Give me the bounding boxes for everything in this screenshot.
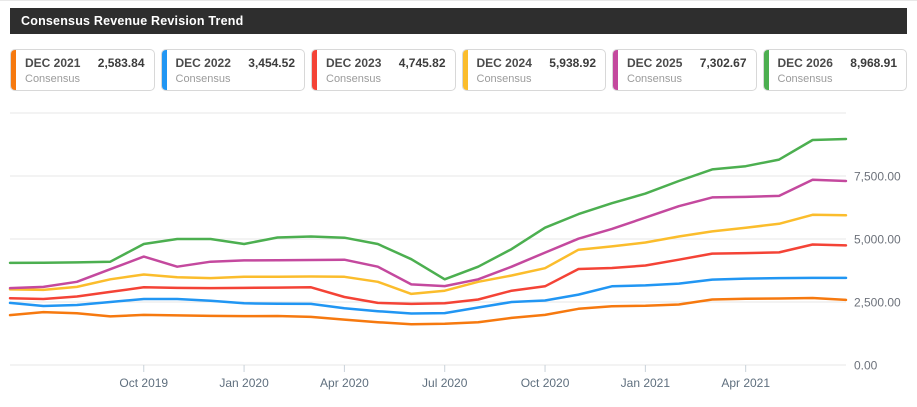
legend-period-label: DEC 2022 [175,56,231,70]
series-line-dec-2026-consensus [8,137,848,281]
x-axis-label: Jan 2021 [621,376,671,390]
series-color-bar [312,50,317,90]
legend-period-label: DEC 2025 [627,56,683,70]
y-axis-label: 0.00 [854,359,878,373]
y-axis-label: 2,500.00 [854,296,901,310]
legend-consensus-value: 8,968.91 [850,56,897,70]
legend-consensus-label: Consensus [777,73,833,85]
series-color-bar [11,50,16,90]
legend-consensus-value: 5,938.92 [549,56,596,70]
legend-consensus-value: 2,583.84 [97,56,145,70]
legend-period-label: DEC 2021 [25,56,81,70]
legend-consensus-label: Consensus [326,73,382,85]
legend-consensus-label: Consensus [175,73,231,85]
legend-consensus-value: 3,454.52 [248,56,295,70]
y-axis-label: 5,000.00 [854,233,901,247]
series-line-dec-2023-consensus [8,243,848,306]
revenue-revision-chart[interactable]: 0.00 2,500.00 5,000.00 7,500.00 Oct 2019 Jan … [0,101,917,407]
series-line-dec-2021-consensus [8,296,848,326]
legend-consensus-label: Consensus [476,73,532,85]
legend-card-dec-2026[interactable]: DEC 2026 8,968.91 Consensus [762,49,907,91]
x-axis-label: Jan 2020 [219,376,269,390]
legend-card-dec-2021[interactable]: DEC 2021 2,583.84 Consensus [10,49,155,91]
series-line-dec-2022-consensus [8,276,848,315]
chart-title-bar: Consensus Revenue Revision Trend [10,8,907,34]
series-color-bar [161,50,167,90]
legend-consensus-label: Consensus [25,73,81,85]
revenue-chart-canvas[interactable]: 0.00 2,500.00 5,000.00 7,500.00 Oct 2019 Jan … [0,101,917,407]
legend-card-dec-2025[interactable]: DEC 2025 7,302.67 Consensus [612,49,757,91]
x-axis-label: Oct 2020 [521,376,570,390]
page-title: Consensus Revenue Revision Trend [21,14,244,28]
x-axis-label: Apr 2021 [721,376,770,390]
x-axis-label: Apr 2020 [320,376,369,390]
y-axis-label: 7,500.00 [854,170,901,184]
series-line-dec-2024-consensus [8,213,848,296]
legend-consensus-value: 7,302.67 [699,56,747,70]
series-color-bar [763,50,769,90]
legend-consensus-value: 4,745.82 [398,56,446,70]
legend-consensus-label: Consensus [627,73,683,85]
legend-card-dec-2024[interactable]: DEC 2024 5,938.92 Consensus [461,49,606,91]
series-color-bar [462,50,468,90]
legend-period-label: DEC 2023 [326,56,382,70]
legend-period-label: DEC 2026 [777,56,833,70]
legend-card-dec-2023[interactable]: DEC 2023 4,745.82 Consensus [311,49,456,91]
legend-period-label: DEC 2024 [476,56,532,70]
series-line-dec-2025-consensus [8,178,848,290]
series-color-bar [613,50,618,90]
x-axis-label: Jul 2020 [422,376,468,390]
x-axis-label: Oct 2019 [119,376,168,390]
consensus-legend: DEC 2021 2,583.84 Consensus DEC 2022 3,4… [10,49,907,91]
legend-card-dec-2022[interactable]: DEC 2022 3,454.52 Consensus [160,49,305,91]
